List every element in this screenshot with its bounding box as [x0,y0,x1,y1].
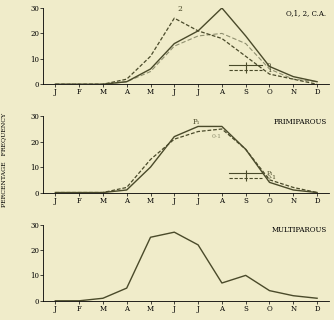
Text: 2: 2 [178,4,183,12]
Text: PRIMIPAROUS: PRIMIPAROUS [273,117,327,125]
Text: P₁: P₁ [192,118,200,126]
Text: MULTIPAROUS: MULTIPAROUS [271,226,327,234]
Text: PERCENTAGE   FREQUENCY: PERCENTAGE FREQUENCY [2,113,7,207]
Text: 0-1: 0-1 [267,175,277,180]
Text: 0-1: 0-1 [211,134,221,139]
Text: 1: 1 [267,66,272,74]
Text: P₁: P₁ [267,171,274,176]
Text: o: o [267,61,271,69]
Text: O,1, 2, C.A.: O,1, 2, C.A. [287,9,327,17]
